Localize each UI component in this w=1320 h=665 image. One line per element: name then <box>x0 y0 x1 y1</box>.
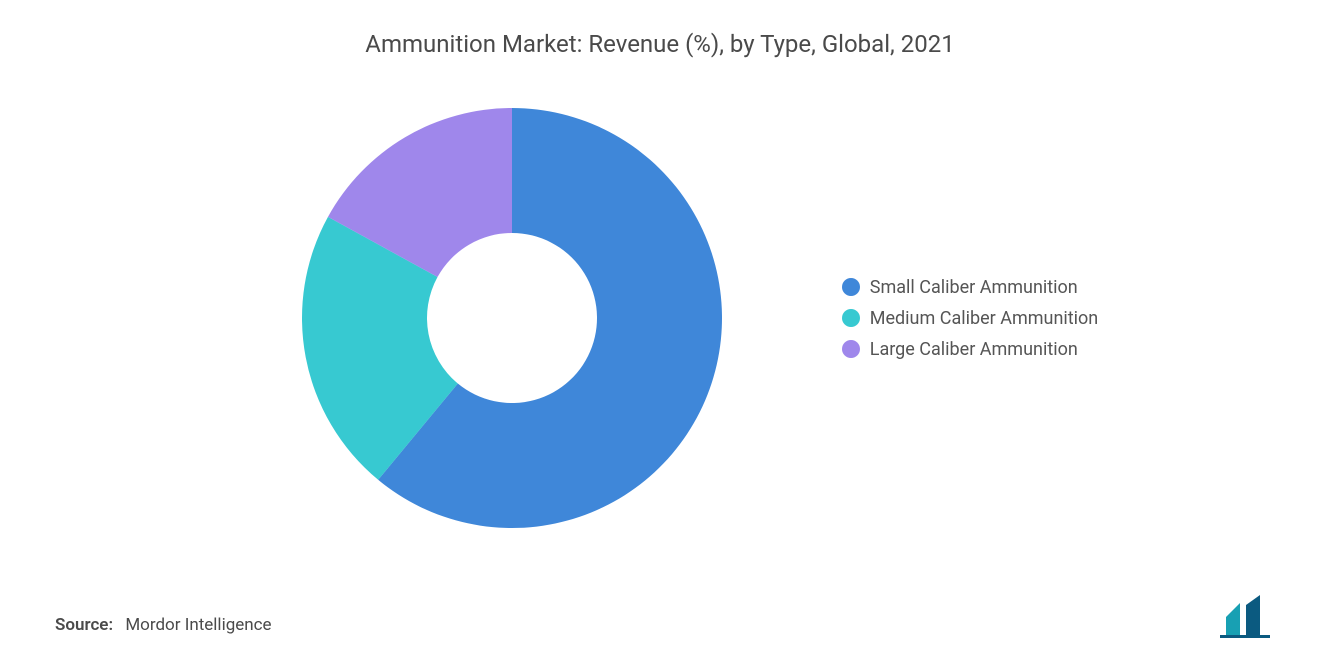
legend-swatch-icon <box>842 278 860 296</box>
source-label: Source: <box>55 615 113 635</box>
chart-title: Ammunition Market: Revenue (%), by Type,… <box>0 0 1320 58</box>
chart-area: Small Caliber Ammunition Medium Caliber A… <box>0 108 1320 528</box>
legend-item-2: Large Caliber Ammunition <box>842 339 1098 360</box>
donut-chart <box>302 108 722 528</box>
legend-swatch-icon <box>842 309 860 327</box>
source-attribution: Source: Mordor Intelligence <box>55 615 272 635</box>
source-value: Mordor Intelligence <box>125 615 271 635</box>
legend-swatch-icon <box>842 340 860 358</box>
legend-label: Medium Caliber Ammunition <box>870 308 1098 329</box>
brand-logo <box>1220 595 1280 643</box>
legend: Small Caliber Ammunition Medium Caliber A… <box>842 277 1098 360</box>
legend-label: Small Caliber Ammunition <box>870 277 1078 298</box>
legend-item-1: Medium Caliber Ammunition <box>842 308 1098 329</box>
legend-item-0: Small Caliber Ammunition <box>842 277 1098 298</box>
legend-label: Large Caliber Ammunition <box>870 339 1078 360</box>
